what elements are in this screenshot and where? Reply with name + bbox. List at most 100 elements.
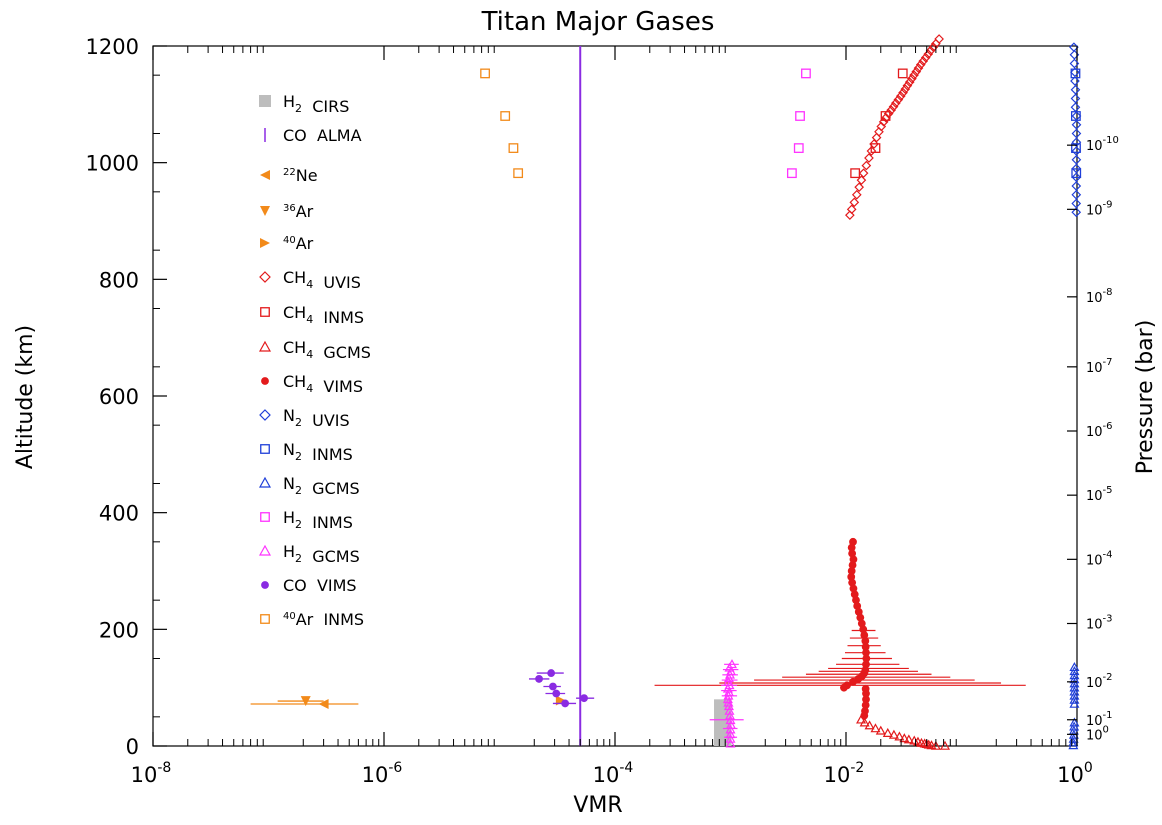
- legend-marker-15: [260, 614, 270, 624]
- h2-gcms-point-13: [724, 705, 735, 715]
- series-ne22: [250, 699, 359, 709]
- legend-marker-5: [259, 271, 271, 283]
- ch4-inms-point-3: [897, 68, 908, 79]
- legend-item-15: 40Ar INMS: [260, 610, 364, 629]
- h2-inms-point-3: [801, 68, 811, 79]
- x-axis-ticks: 10-8 10-6 10-4 10-2 100: [131, 46, 1093, 787]
- legend-item-6: CH4 INMS: [260, 303, 364, 327]
- ch4-gcms-point-3: [870, 723, 881, 733]
- legend-marker-3: [260, 206, 270, 216]
- pressure-tick-label-7: 10-3: [1086, 614, 1113, 633]
- pressure-tick-label-10: 100: [1086, 724, 1109, 743]
- ch4-uvis-point-4: [854, 182, 865, 193]
- n2-inms-point-1: [1071, 143, 1081, 153]
- legend-label-12: H2 INMS: [283, 508, 353, 532]
- h2-gcms-point-15: [725, 715, 736, 725]
- ch4-uvis-point-26: [907, 73, 917, 84]
- h2-gcms-point-2: [725, 666, 737, 676]
- ar40-inms-point-1: [508, 143, 519, 153]
- n2-uvis-point-0: [1071, 207, 1082, 218]
- ch4-vims-point-31: [862, 695, 870, 704]
- ch4-vims-point-9: [850, 590, 859, 599]
- legend-marker-9: [259, 409, 271, 421]
- h2-gcms-point-14: [724, 710, 736, 720]
- co-vims-point-0: [547, 669, 556, 677]
- ch4-gcms-point-16: [926, 740, 937, 750]
- ch4-gcms-point-8: [899, 733, 910, 743]
- ch4-gcms-point-9: [903, 734, 914, 744]
- ch4-vims-point-32: [861, 701, 870, 710]
- ch4-vims-point-16: [860, 631, 869, 640]
- x-tick-label-0: 10-8: [131, 760, 172, 787]
- n2-gcms-point-8: [1069, 694, 1080, 704]
- legend-label-1: CO ALMA: [283, 126, 362, 145]
- ch4-vims-point-13: [856, 613, 865, 622]
- n2-uvis-point-14: [1070, 84, 1081, 95]
- h2-inms-point-2: [795, 111, 805, 121]
- n2-gcms-point-9: [1069, 698, 1080, 708]
- ar36-point-0: [300, 696, 311, 707]
- series-ch4-gcms: [856, 714, 951, 750]
- ch4-uvis-point-7: [861, 160, 872, 171]
- legend-marker-11: [258, 476, 272, 488]
- legend-item-7: CH4 GCMS: [258, 338, 371, 362]
- ch4-uvis-point-17: [886, 105, 897, 116]
- legend-marker-7: [258, 340, 272, 352]
- legend-label-4: 40Ar: [283, 234, 314, 253]
- ch4-gcms-point-17: [930, 740, 941, 750]
- n2-gcms-point-11: [1069, 721, 1080, 731]
- ch4-uvis-point-21: [895, 91, 906, 102]
- ch4-uvis-point-22: [898, 87, 908, 98]
- n2-uvis-point-16: [1070, 67, 1080, 78]
- series-n2-gcms: [1068, 662, 1080, 750]
- ch4-uvis-point-18: [888, 101, 899, 112]
- ch4-uvis-point-5: [856, 175, 867, 186]
- legend-item-4: 40Ar: [260, 234, 314, 253]
- series-h2-inms: [786, 68, 811, 179]
- legend-marker-12: [260, 512, 270, 522]
- ch4-vims-point-7: [848, 578, 857, 587]
- co-vims-point-1: [535, 675, 543, 683]
- series-n2-uvis: [1069, 42, 1082, 218]
- ch4-gcms-point-4: [875, 725, 886, 735]
- ar40-inms-point-2: [500, 111, 511, 121]
- n2-uvis-point-15: [1070, 76, 1080, 86]
- plot-border: [152, 45, 1078, 747]
- n2-uvis-point-10: [1071, 119, 1082, 130]
- legend-item-13: H2 GCMS: [258, 542, 360, 566]
- n2-uvis-point-17: [1069, 58, 1080, 69]
- pressure-tick-label-3: 10-7: [1086, 357, 1113, 376]
- ch4-gcms-point-1: [859, 717, 870, 727]
- n2-inms-point-3: [1070, 68, 1081, 79]
- plot-frame: [152, 45, 1078, 747]
- legend-label-2: 22Ne: [283, 166, 318, 185]
- co-vims-point-2: [549, 682, 557, 691]
- ch4-vims-point-11: [853, 602, 862, 610]
- ch4-uvis-point-27: [909, 70, 919, 81]
- ch4-gcms-point-5: [882, 727, 893, 737]
- legend-marker-0: [259, 95, 271, 107]
- legend-label-8: CH4 VIMS: [283, 372, 363, 396]
- legend-item-12: H2 INMS: [260, 508, 353, 532]
- ch4-uvis-point-32: [920, 52, 931, 63]
- ch4-vims-point-0: [849, 537, 857, 546]
- ch4-uvis-point-28: [911, 66, 922, 77]
- ch4-uvis-point-15: [881, 112, 891, 123]
- h2-gcms-point-10: [722, 694, 733, 704]
- ch4-vims-point-2: [848, 549, 857, 558]
- ch4-uvis-point-23: [900, 84, 911, 95]
- legend-marker-10: [260, 444, 270, 454]
- legend-label-3: 36Ar: [283, 202, 314, 221]
- pressure-tick-label-2: 10-8: [1086, 287, 1113, 306]
- ch4-uvis-point-10: [869, 139, 879, 149]
- ch4-uvis-point-24: [902, 80, 913, 91]
- y-tick-label-3: 600: [99, 385, 139, 409]
- pressure-tick-label-6: 10-4: [1086, 549, 1113, 568]
- n2-uvis-point-12: [1070, 102, 1081, 113]
- y-tick-label-5: 1000: [86, 152, 139, 176]
- series-ch4-uvis: [845, 34, 944, 221]
- legend-item-2: 22Ne: [260, 166, 318, 185]
- legend-label-0: H2 CIRS: [283, 92, 349, 116]
- ch4-vims-point-12: [854, 607, 863, 616]
- co-vims-point-5: [561, 699, 570, 708]
